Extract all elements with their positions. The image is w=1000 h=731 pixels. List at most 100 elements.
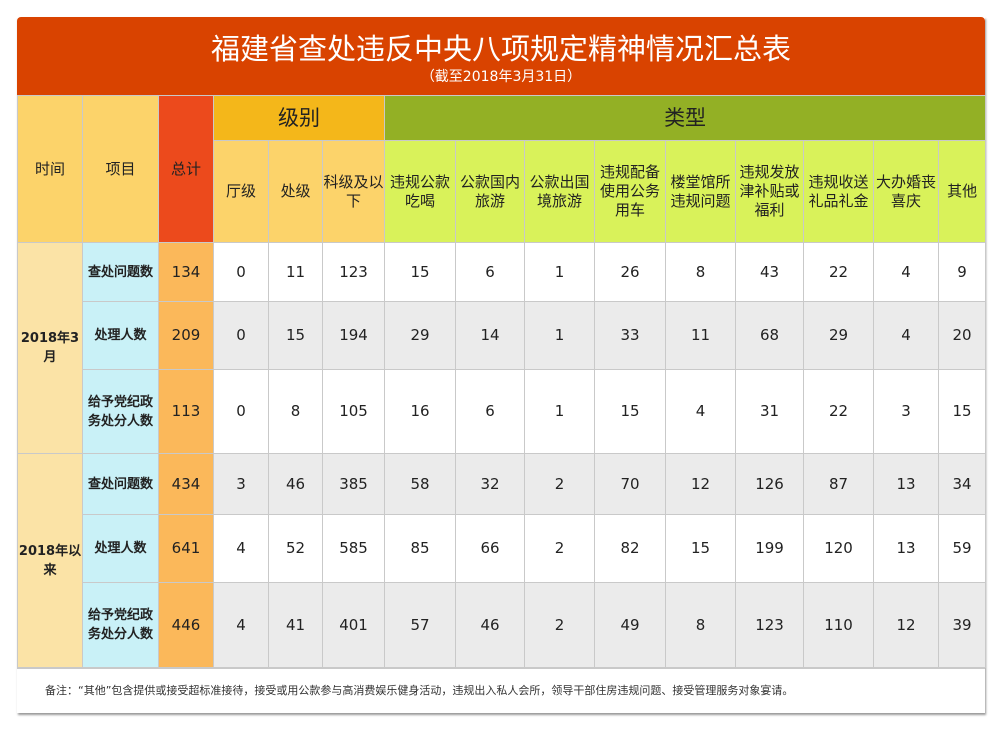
value-cell: 15 [665,514,737,583]
value-cell: 0 [213,301,269,370]
item-cell: 给予党纪政务处分人数 [82,582,159,668]
table-row: 2018年以来 查处问题数 434 3 46 385 58 32 2 70 12 126 87 13 34 [17,453,987,668]
value-cell: 4 [873,242,940,302]
total-cell: 641 [158,514,214,583]
value-cell: 58 [384,453,457,515]
value-cell: 13 [873,514,940,583]
value-cell: 15 [268,301,323,370]
value-cell: 29 [803,301,875,370]
value-cell: 2 [524,582,596,668]
header-item: 项目 [82,95,159,243]
item-cell: 查处问题数 [82,453,159,515]
value-cell: 33 [594,301,667,370]
summary-table: 时间 项目 总计 级别 类型 厅级 处级 科级及以下 违规公款吃喝 公款国内旅游 公款出国境旅游 违规… [17,95,987,668]
value-cell: 46 [455,582,526,668]
header-level-group: 级别 [212,95,386,141]
total-cell: 446 [158,582,214,668]
value-cell: 43 [735,242,805,302]
value-cell: 11 [665,301,737,370]
header-level: 厅级 [213,140,269,243]
header-time: 时间 [17,95,83,243]
value-cell: 20 [938,301,987,370]
value-cell: 13 [873,453,940,515]
value-cell: 199 [735,514,805,583]
value-cell: 0 [213,242,269,302]
value-cell: 16 [384,369,457,454]
table-row: 处理人数 209 0 15 194 29 14 1 33 11 68 29 4 20 [18,301,987,370]
header-type: 大办婚丧喜庆 [873,140,940,243]
total-cell: 134 [158,242,214,302]
value-cell: 49 [594,582,667,668]
total-cell: 434 [158,453,214,515]
value-cell: 11 [268,242,323,302]
table-row: 给予党纪政务处分人数 446 4 41 401 57 46 2 49 8 123 110 12 39 [18,582,987,668]
item-cell: 查处问题数 [82,242,159,302]
header-type: 楼堂馆所违规问题 [665,140,737,243]
value-cell: 2 [524,514,596,583]
value-cell: 120 [803,514,875,583]
summary-table-card: 福建省查处违反中央八项规定精神情况汇总表 （截至2018年3月31日） 时间 项目… [17,17,987,713]
value-cell: 52 [268,514,323,583]
value-cell: 126 [735,453,805,515]
value-cell: 6 [455,369,526,454]
page-subtitle: （截至2018年3月31日） [420,69,582,85]
value-cell: 194 [321,301,386,370]
header-type: 违规公款吃喝 [384,140,457,243]
value-cell: 1 [524,301,596,370]
footnote: 备注：“其他”包含提供或接受超标准接待，接受或用公款参与高消费娱乐健身活动，违规… [17,668,985,713]
value-cell: 1 [524,242,596,302]
table-row: 处理人数 641 4 52 585 85 66 2 82 15 199 120 13 59 [18,514,987,583]
value-cell: 9 [938,242,987,302]
value-cell: 123 [735,582,805,668]
value-cell: 4 [873,301,940,370]
value-cell: 34 [938,453,987,515]
value-cell: 22 [803,242,875,302]
value-cell: 3 [873,369,940,454]
header-type: 违规配备使用公务用车 [594,140,667,243]
value-cell: 70 [594,453,667,515]
page-title: 福建省查处违反中央八项规定精神情况汇总表 [210,32,791,66]
value-cell: 87 [803,453,875,515]
header-type: 公款国内旅游 [455,140,526,243]
table-row: 2018年3月 查处问题数 134 0 11 123 15 6 1 26 8 43 22 4 9 [17,242,987,454]
value-cell: 6 [455,242,526,302]
value-cell: 2 [524,453,596,515]
value-cell: 4 [213,582,269,668]
time-cell: 2018年以来 [17,453,83,668]
value-cell: 14 [455,301,526,370]
header-type: 违规收送礼品礼金 [803,140,875,243]
value-cell: 0 [213,369,269,454]
value-cell: 46 [268,453,323,515]
value-cell: 123 [321,242,386,302]
header-level: 处级 [268,140,323,243]
value-cell: 32 [455,453,526,515]
value-cell: 31 [735,369,805,454]
value-cell: 82 [594,514,667,583]
value-cell: 39 [938,582,987,668]
item-cell: 处理人数 [82,301,159,370]
header-type-group: 类型 [384,95,987,141]
item-cell: 给予党纪政务处分人数 [82,369,159,454]
header-level: 科级及以下 [321,140,386,243]
value-cell: 8 [665,582,737,668]
total-cell: 113 [158,369,214,454]
value-cell: 15 [594,369,667,454]
value-cell: 26 [594,242,667,302]
value-cell: 3 [213,453,269,515]
value-cell: 57 [384,582,457,668]
value-cell: 385 [321,453,386,515]
value-cell: 29 [384,301,457,370]
value-cell: 105 [321,369,386,454]
value-cell: 66 [455,514,526,583]
header-type: 违规发放津补贴或福利 [735,140,805,243]
title-bar: 福建省查处违反中央八项规定精神情况汇总表 （截至2018年3月31日） [17,17,985,95]
value-cell: 8 [665,242,737,302]
value-cell: 15 [938,369,987,454]
value-cell: 1 [524,369,596,454]
value-cell: 59 [938,514,987,583]
value-cell: 4 [213,514,269,583]
total-cell: 209 [158,301,214,370]
value-cell: 41 [268,582,323,668]
value-cell: 8 [268,369,323,454]
item-cell: 处理人数 [82,514,159,583]
